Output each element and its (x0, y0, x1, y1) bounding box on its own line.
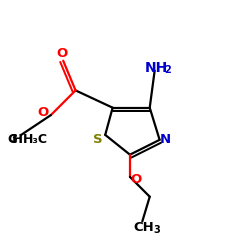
Text: O: O (130, 174, 142, 186)
Text: H₃C: H₃C (22, 133, 48, 146)
Text: 3: 3 (153, 224, 160, 234)
Text: O: O (56, 47, 68, 60)
Text: O: O (37, 106, 48, 119)
Text: S: S (93, 133, 102, 146)
Text: H: H (11, 133, 22, 146)
Text: CH: CH (133, 221, 154, 234)
Text: N: N (160, 133, 171, 146)
Text: 3: 3 (10, 134, 17, 144)
Text: 2: 2 (164, 65, 171, 75)
Text: C: C (8, 133, 18, 146)
Text: NH: NH (144, 61, 168, 75)
